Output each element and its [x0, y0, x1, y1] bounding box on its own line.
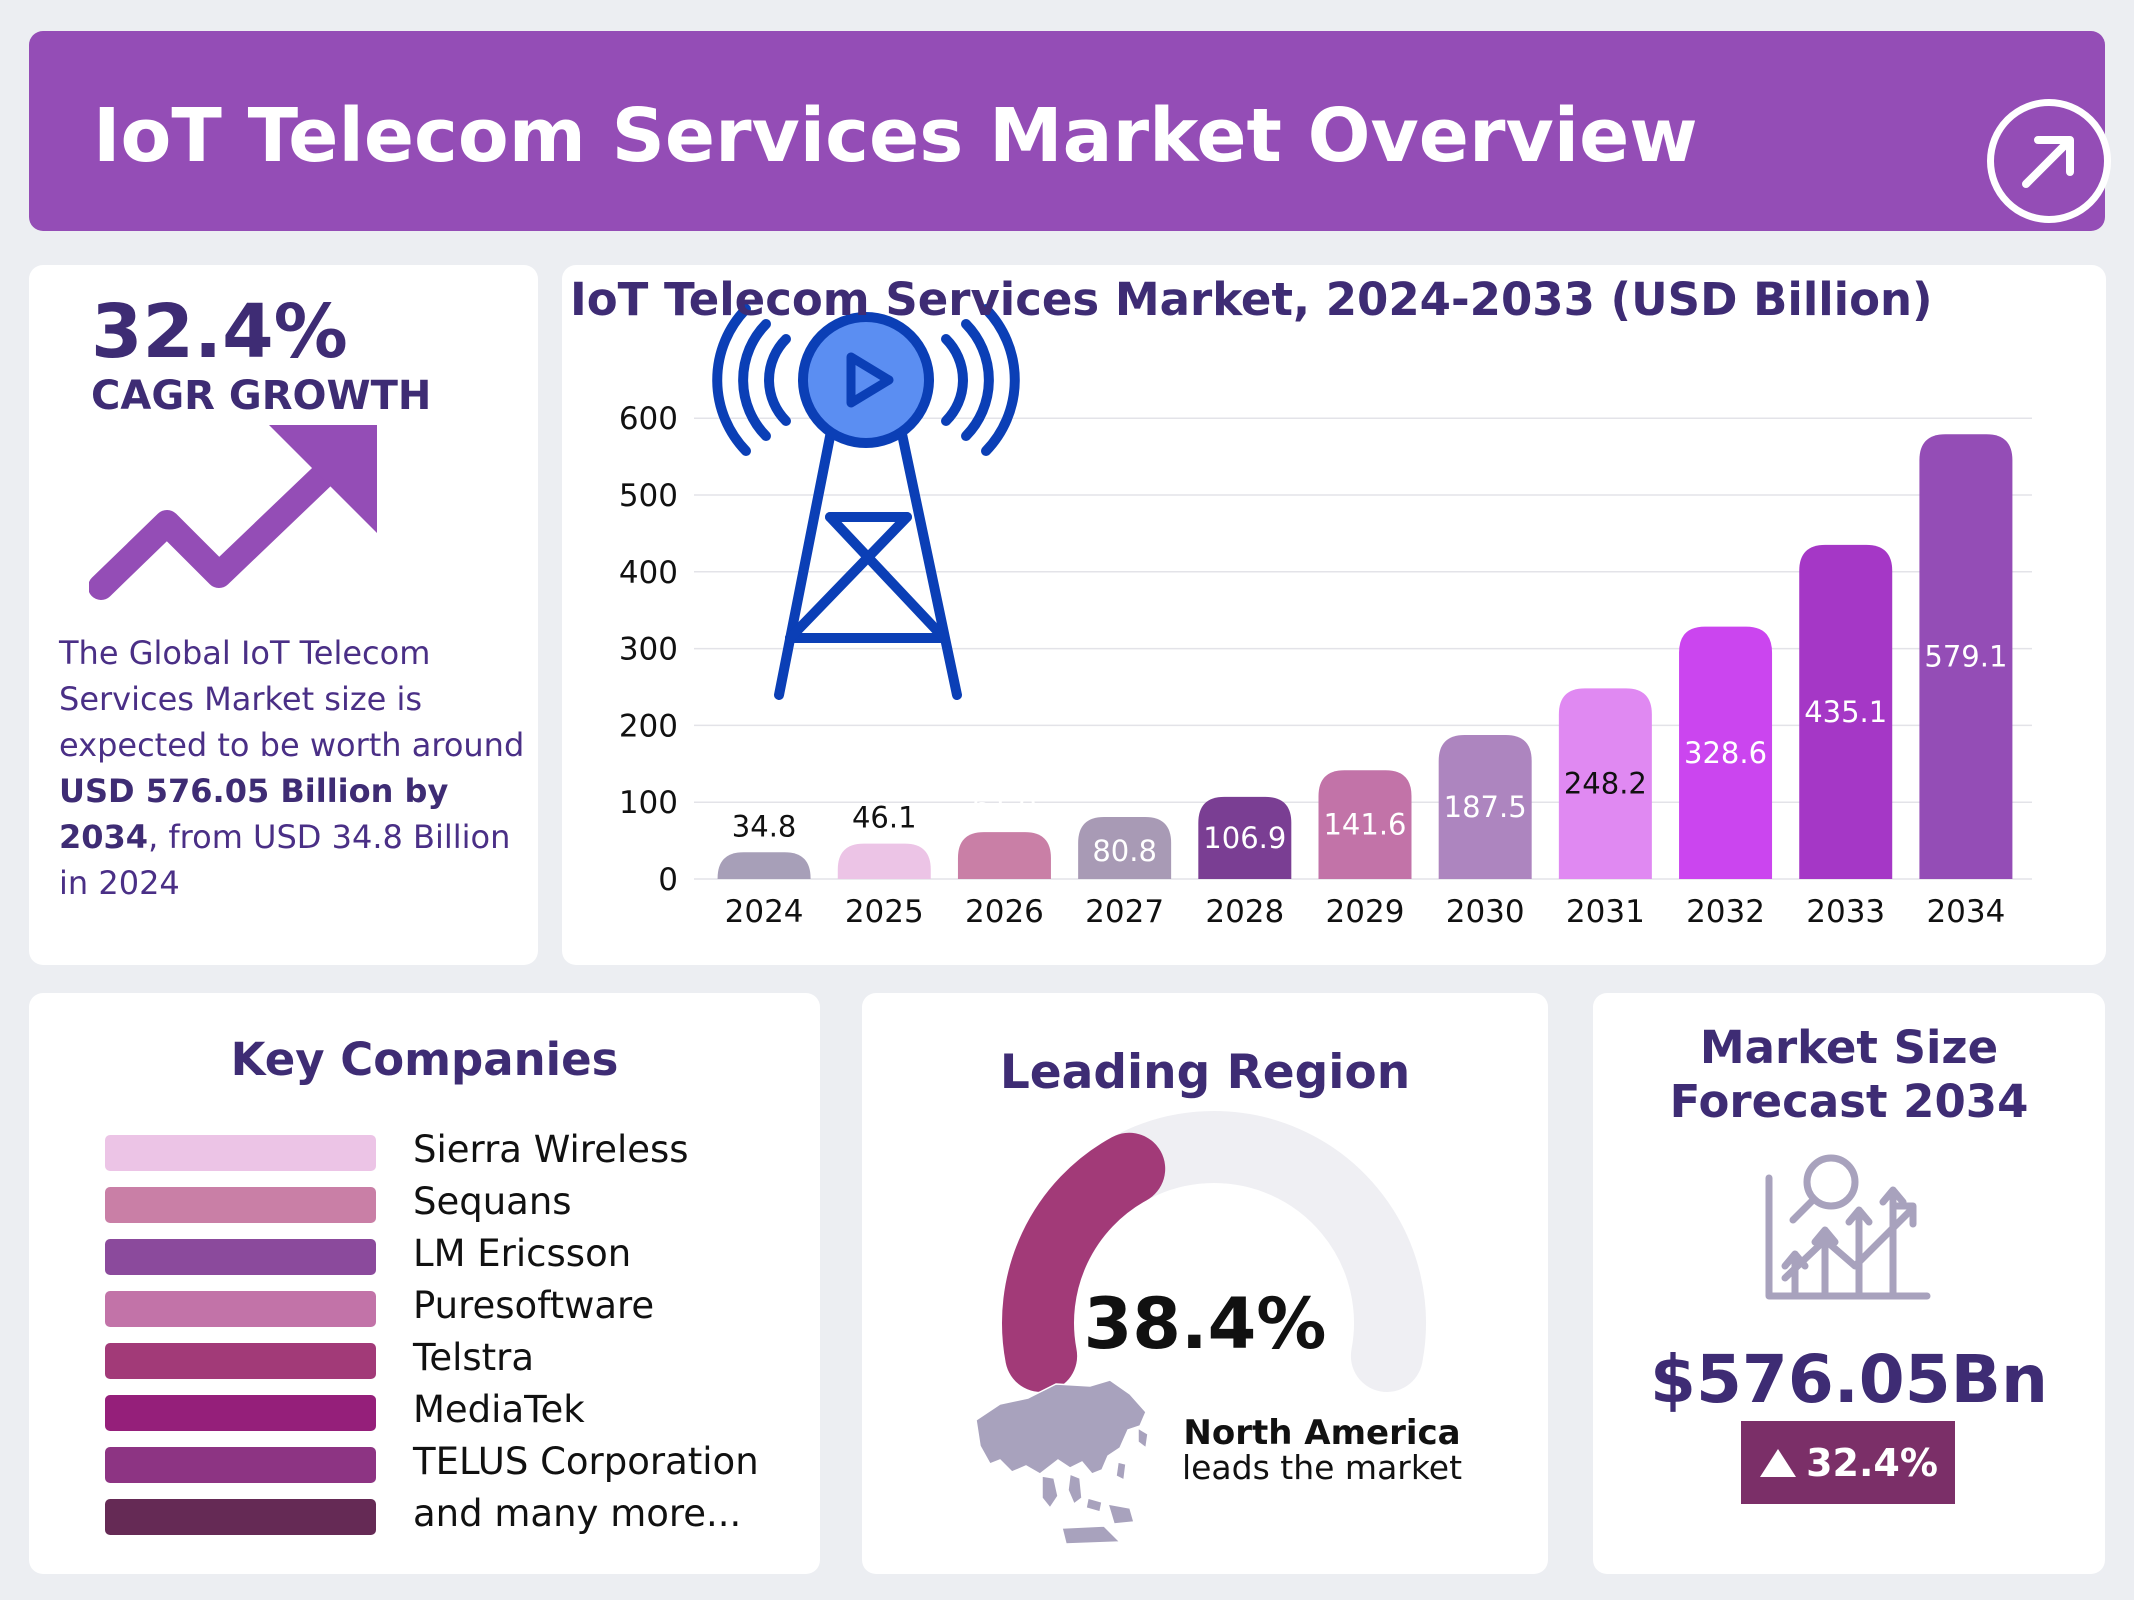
company-name: Sierra Wireless: [413, 1128, 689, 1171]
bar-chart: 0 100 200 300 400 500 600 34.8 2024 46.1 2025 61.0…: [619, 304, 2032, 930]
cell-tower-icon: [712, 304, 1020, 700]
header-banner: IoT Telecom Services Market Overview: [29, 31, 2111, 231]
bar-2033: [1799, 544, 1893, 879]
cagr-card: 32.4% CAGR GROWTH The Global IoT Telecom…: [29, 265, 538, 965]
data-label-2034: 579.1: [1924, 640, 2007, 674]
trending-up-icon: [89, 425, 377, 600]
forecast-value: $576.05Bn: [1650, 1341, 2048, 1418]
key-companies-card: Key Companies Sierra Wireless Sequans LM E…: [29, 993, 820, 1574]
region-share-value: 38.4%: [1083, 1283, 1327, 1365]
page-title: IoT Telecom Services Market Overview: [93, 93, 1698, 179]
x-tick-label: 2026: [965, 894, 1044, 930]
forecast-title: Market Size Forecast 2034: [1669, 1021, 2029, 1128]
bar-2029: [1318, 770, 1412, 879]
data-label-2024: 34.8: [732, 809, 797, 843]
leading-region-card: Leading Region 38.4% North America leads…: [862, 993, 1548, 1574]
bar-2030: [1438, 735, 1532, 879]
company-color-swatch: [105, 1291, 376, 1327]
bar-2032: [1679, 626, 1773, 879]
growth-badge-value: 32.4%: [1806, 1440, 1938, 1485]
company-name: TELUS Corporation: [413, 1440, 759, 1483]
x-tick-label: 2032: [1686, 894, 1765, 930]
cagr-description: The Global IoT Telecom Services Market s…: [59, 634, 525, 902]
y-tick-label: 600: [619, 401, 678, 437]
open-link-button[interactable]: [1987, 99, 2111, 223]
world-map-icon: [975, 1379, 1149, 1545]
chart-title: IoT Telecom Services Market, 2024-2033 (…: [570, 273, 1933, 326]
company-color-swatch: [105, 1499, 376, 1535]
bar-2034: [1919, 434, 2013, 879]
data-label-2028: 106.9: [1203, 821, 1286, 855]
gauge-fill: [1002, 1132, 1166, 1392]
data-label-2032: 328.6: [1684, 736, 1767, 770]
y-tick-label: 500: [619, 478, 678, 514]
y-tick-label: 0: [658, 862, 678, 898]
market-chart-card: 0 100 200 300 400 500 600 34.8 2024 46.1 2025 61.0…: [562, 265, 2106, 965]
company-name: and many more...: [413, 1492, 742, 1535]
company-color-swatch: [105, 1343, 376, 1379]
forecast-card: Market Size Forecast 2034 $576.05Bn 32.4…: [1593, 993, 2105, 1574]
cagr-value: 32.4%: [91, 289, 348, 375]
bar-2024: [717, 852, 811, 879]
cagr-label: CAGR GROWTH: [91, 373, 432, 419]
x-tick-label: 2029: [1326, 894, 1405, 930]
company-name: Puresoftware: [413, 1284, 655, 1327]
company-name: LM Ericsson: [413, 1232, 632, 1275]
data-label-2026: 61.0: [972, 789, 1037, 823]
x-tick-label: 2030: [1446, 894, 1525, 930]
data-label-2031: 248.2: [1564, 767, 1647, 801]
company-color-swatch: [105, 1239, 376, 1275]
bar-2025: [837, 843, 931, 879]
x-tick-label: 2034: [1926, 894, 2005, 930]
company-name: MediaTek: [413, 1388, 585, 1431]
company-color-swatch: [105, 1187, 376, 1223]
data-label-2030: 187.5: [1444, 790, 1527, 824]
triangle-up-icon: [1760, 1448, 1797, 1477]
x-tick-label: 2024: [725, 894, 804, 930]
growth-badge: 32.4%: [1741, 1421, 1955, 1504]
key-companies-title: Key Companies: [230, 1033, 619, 1086]
bar-2027: [1078, 816, 1172, 879]
company-name: Sequans: [413, 1180, 572, 1223]
y-tick-label: 400: [619, 555, 678, 591]
data-label-2033: 435.1: [1804, 695, 1887, 729]
y-tick-label: 100: [619, 785, 678, 821]
x-tick-label: 2025: [845, 894, 924, 930]
bar-2026: [957, 832, 1051, 879]
x-tick-label: 2031: [1566, 894, 1645, 930]
growth-chart-icon: [1765, 1154, 1931, 1300]
x-tick-label: 2027: [1085, 894, 1164, 930]
bar-2031: [1558, 688, 1652, 879]
region-gauge: [1002, 1111, 1426, 1392]
data-label-2029: 141.6: [1323, 808, 1406, 842]
company-color-swatch: [105, 1395, 376, 1431]
x-tick-label: 2033: [1806, 894, 1885, 930]
y-tick-label: 200: [619, 708, 678, 744]
x-tick-label: 2028: [1205, 894, 1284, 930]
arrow-up-right-icon: [2022, 136, 2074, 188]
data-label-2027: 80.8: [1092, 834, 1157, 868]
company-name: Telstra: [413, 1336, 535, 1379]
company-color-swatch: [105, 1447, 376, 1483]
region-name: North America: [1183, 1413, 1461, 1453]
bar-2028: [1198, 796, 1292, 879]
region-subtitle: leads the market: [1181, 1448, 1463, 1487]
data-label-2025: 46.1: [852, 801, 917, 835]
company-color-swatch: [105, 1135, 376, 1171]
y-tick-label: 300: [619, 632, 678, 668]
leading-region-title: Leading Region: [999, 1045, 1411, 1100]
